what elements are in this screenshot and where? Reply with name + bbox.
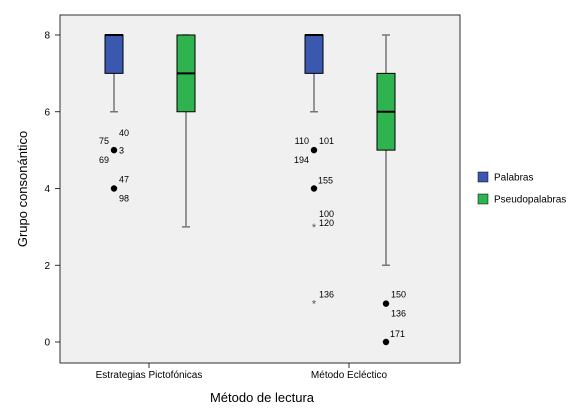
outlier-label: 47 [119,175,129,185]
outlier-label: 194 [294,155,309,165]
y-tick-label: 8 [44,31,50,42]
legend-swatch [477,171,489,183]
box-palabras [304,34,324,74]
legend-swatch [477,193,489,205]
legend-label: Palabras [494,173,533,184]
outlier-label: 3 [119,146,124,156]
outlier-point [382,300,390,307]
x-tick-label: Método Ecléctico [311,370,388,381]
outlier-label: 150 [391,290,406,300]
x-tick-label: Estrategias Pictofónicas [96,370,203,381]
y-tick-label: 2 [44,261,50,272]
x-axis: Estrategias Pictofónicas Método Ecléctico [96,363,388,381]
outlier-label: 120 [319,218,334,228]
outlier-point [310,146,318,154]
outlier-point [110,146,118,154]
y-axis: 0 2 4 6 8 [44,31,60,349]
legend: Palabras Pseudopalabras [477,171,566,206]
box-palabras [104,34,124,74]
outlier-label: 75 [99,136,109,146]
outlier-label: 171 [390,329,405,339]
legend-label: Pseudopalabras [494,195,566,206]
outlier-label: 40 [119,128,129,138]
outlier-point [382,338,390,346]
outlier-label: 155 [318,176,333,186]
y-tick-label: 6 [44,107,50,118]
outlier-label: 110 [295,136,309,146]
outlier-label: 98 [119,194,129,204]
extreme-star-marker: * [312,299,317,311]
y-axis-title: Grupo consonántico [15,131,30,247]
outlier-label: 69 [99,155,109,165]
extreme-star-marker: * [312,222,317,234]
outlier-label: 101 [319,136,334,146]
outlier-point [310,185,318,192]
outlier-label: 136 [391,309,406,319]
outlier-point [110,185,118,192]
x-axis-title: Método de lectura [210,390,315,405]
y-tick-label: 4 [44,184,50,195]
outlier-label: 136 [319,290,334,300]
boxes-layer [104,34,396,266]
y-tick-label: 0 [44,338,50,349]
outlier-label: 100 [319,209,334,219]
